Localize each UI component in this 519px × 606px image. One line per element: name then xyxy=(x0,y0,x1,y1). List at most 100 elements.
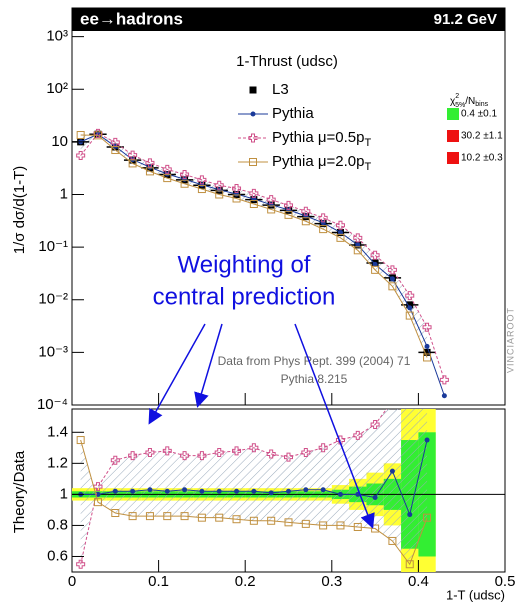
data-point xyxy=(284,210,293,219)
data-point xyxy=(111,146,120,155)
y-tick-label: 0.8 xyxy=(47,516,68,533)
data-point xyxy=(251,488,257,494)
data-point xyxy=(301,447,311,457)
data-point xyxy=(320,487,326,493)
data-point xyxy=(214,180,224,190)
title-bar xyxy=(72,8,505,31)
data-point xyxy=(197,513,206,522)
data-point xyxy=(319,225,328,234)
data-point xyxy=(249,516,258,525)
x-tick-label: 0.1 xyxy=(148,573,169,590)
data-point xyxy=(387,265,397,275)
arrow xyxy=(294,323,375,529)
data-point xyxy=(249,86,257,94)
y-tick-label: 10³ xyxy=(46,28,68,45)
y-tick-label: 1 xyxy=(60,185,68,202)
chi2-header: χ2 5%/Nbins xyxy=(450,93,489,109)
series-line xyxy=(80,133,445,396)
y-tick-label: 0.6 xyxy=(47,547,68,564)
y-tick-label: 1.2 xyxy=(47,454,68,471)
data-point xyxy=(267,516,276,525)
data-point xyxy=(216,488,222,494)
data-point xyxy=(353,233,363,243)
data-point xyxy=(405,311,414,320)
data-point xyxy=(197,185,206,194)
data-point xyxy=(370,420,380,430)
legend-text: 5% xyxy=(455,102,465,109)
data-point xyxy=(266,449,276,459)
data-point xyxy=(318,443,328,453)
data-point xyxy=(407,305,413,311)
data-point xyxy=(388,536,397,545)
data-point xyxy=(424,343,430,349)
legend-text: Pythia μ=2.0p xyxy=(272,153,364,170)
data-point xyxy=(147,487,153,493)
data-point xyxy=(128,159,137,168)
data-point xyxy=(335,220,345,230)
annotation: central prediction xyxy=(153,283,336,310)
data-point xyxy=(405,291,415,301)
data-point xyxy=(248,133,258,143)
data-point xyxy=(422,322,432,332)
data-point xyxy=(76,151,86,161)
data-point xyxy=(406,397,414,405)
data-point xyxy=(249,188,259,198)
data-point xyxy=(197,175,207,185)
data-point xyxy=(249,199,258,208)
data-point xyxy=(232,446,242,456)
data-point xyxy=(284,518,293,527)
series-line xyxy=(80,134,428,358)
legend-text: χ xyxy=(450,96,456,107)
x-tick-label: 0.3 xyxy=(321,573,342,590)
variation-band xyxy=(80,409,428,565)
data-point xyxy=(319,521,328,530)
data-point xyxy=(249,158,257,166)
data-point xyxy=(76,131,85,140)
data-point xyxy=(405,560,414,569)
data-point xyxy=(355,242,361,248)
data-point xyxy=(145,158,155,168)
legend-text: T xyxy=(364,137,371,149)
data-point xyxy=(388,282,397,291)
watermark: VINCIAROOT xyxy=(505,307,515,373)
data-point xyxy=(93,131,102,140)
data-point xyxy=(406,301,414,309)
legend-label: Pythia μ=0.5pT xyxy=(272,129,371,149)
data-point xyxy=(439,375,449,385)
data-point xyxy=(128,150,138,160)
data-point xyxy=(388,397,396,405)
chi2-box xyxy=(447,130,459,142)
y-tick-label: 1 xyxy=(60,485,68,502)
y-tick-label: 10⁻¹ xyxy=(38,238,68,255)
chi2-box xyxy=(447,152,459,164)
series-line xyxy=(80,409,388,565)
data-point xyxy=(371,265,380,274)
y-tick-label: 10⁻² xyxy=(38,291,68,308)
data-point xyxy=(145,512,154,521)
data-point xyxy=(337,229,343,235)
data-point xyxy=(423,513,432,522)
data-point xyxy=(111,509,120,518)
data-point xyxy=(424,437,430,443)
data-point xyxy=(130,488,136,494)
legend-text: 2 xyxy=(455,93,459,100)
data-point xyxy=(423,348,431,356)
data-point xyxy=(128,451,138,461)
data-point xyxy=(180,169,190,179)
legend-text: L3 xyxy=(272,81,289,98)
x-tick-label: 0.2 xyxy=(235,573,256,590)
y-tick-label: 10² xyxy=(46,80,68,97)
data-point xyxy=(301,206,311,216)
data-point xyxy=(214,447,224,457)
data-point xyxy=(180,512,189,521)
data-point xyxy=(232,184,242,194)
data-point xyxy=(353,430,363,440)
legend-text: bins xyxy=(475,101,488,108)
data-point xyxy=(267,205,276,214)
ratio-axis-label: Theory/Data xyxy=(11,450,28,533)
data-point xyxy=(182,487,188,493)
x-tick-label: 0.4 xyxy=(408,573,429,590)
data-point xyxy=(93,482,103,492)
